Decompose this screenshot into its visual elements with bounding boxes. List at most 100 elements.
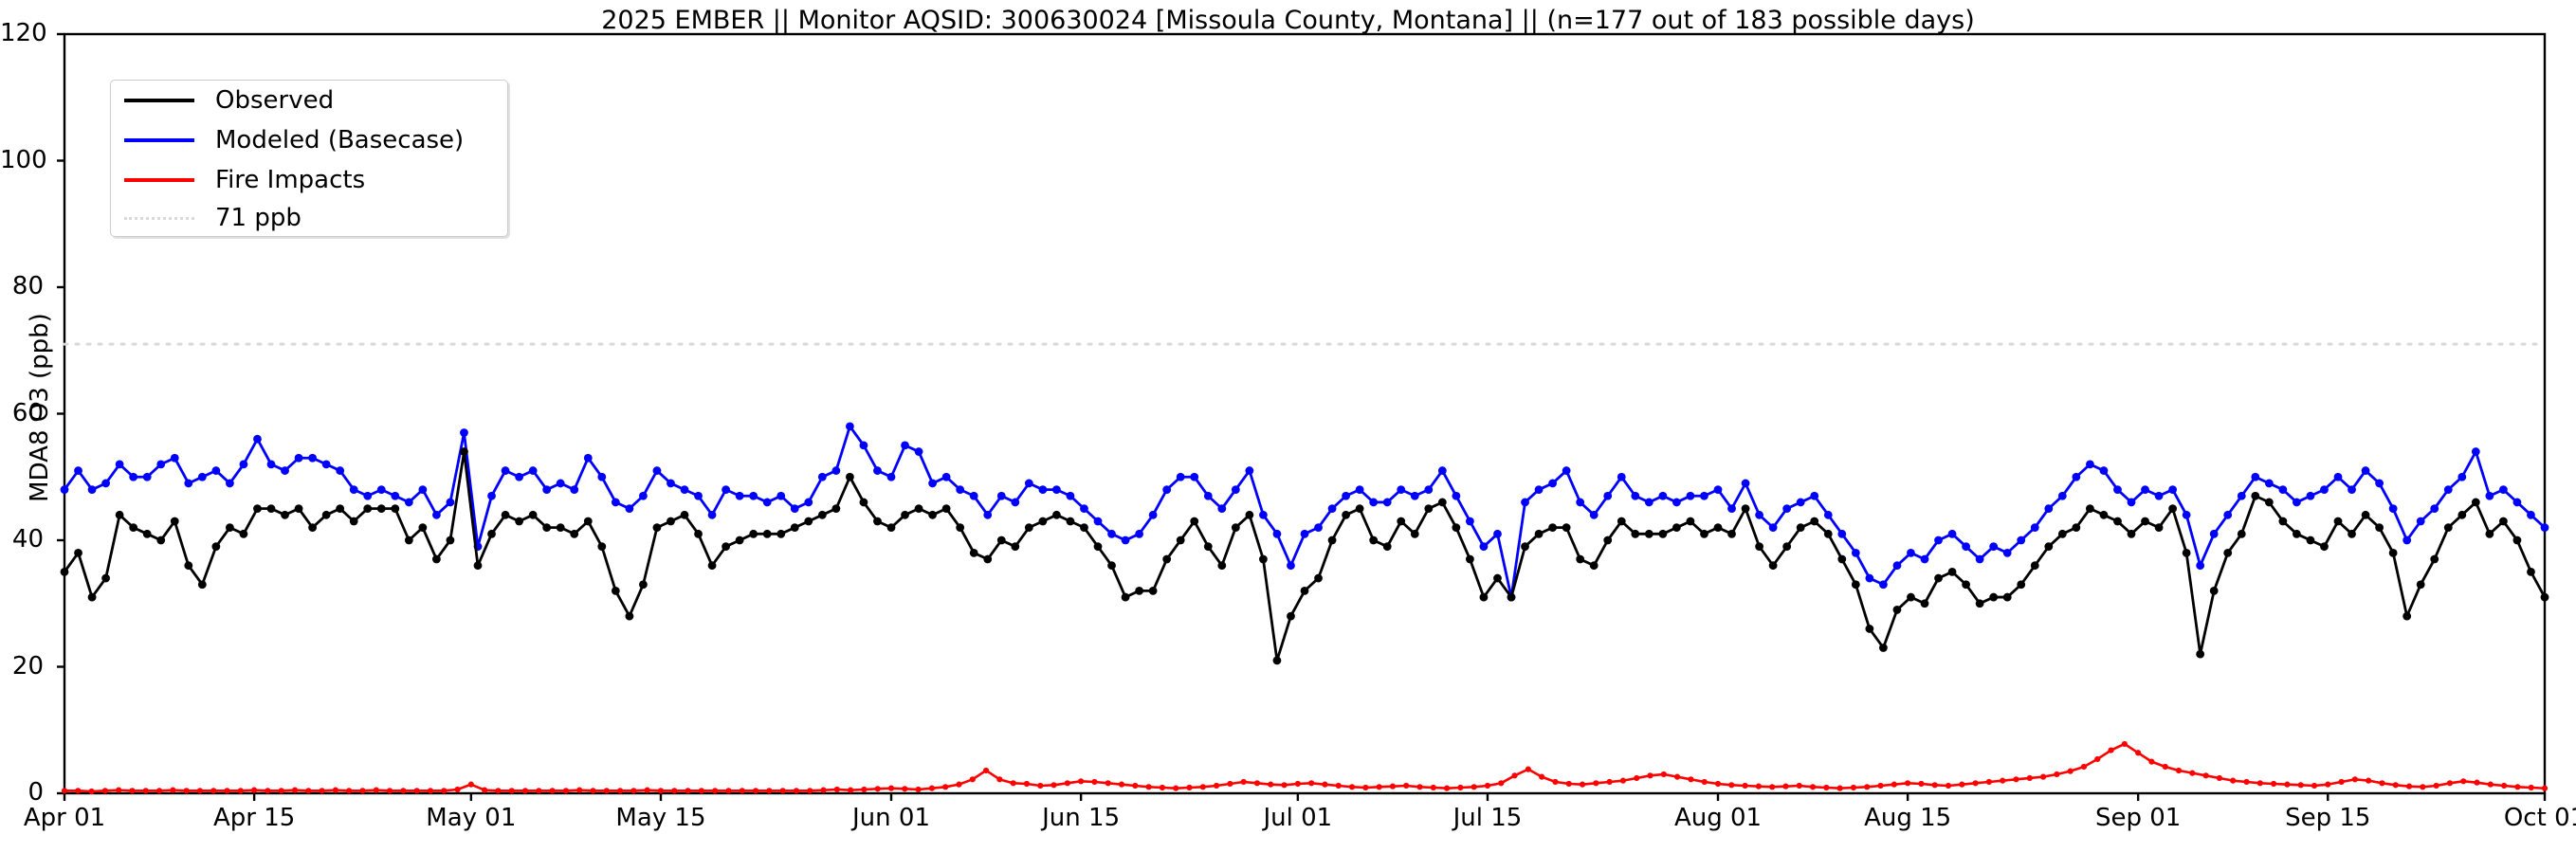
series-marker <box>386 788 393 794</box>
series-marker <box>749 529 758 538</box>
series-marker <box>2113 485 2122 494</box>
series-marker <box>1700 529 1708 538</box>
series-marker <box>1521 542 1529 552</box>
series-marker <box>2430 504 2439 514</box>
legend-item-fire: Fire Impacts <box>124 160 365 200</box>
series-marker <box>197 472 207 481</box>
series-marker <box>1437 466 1447 475</box>
series-marker <box>1064 780 1070 787</box>
series-marker <box>1121 592 1130 602</box>
series-marker <box>239 460 248 469</box>
series-marker <box>1644 529 1653 538</box>
series-marker <box>1562 466 1571 475</box>
series-marker <box>597 542 607 552</box>
series-marker <box>1728 782 1735 789</box>
series-marker <box>1217 561 1227 571</box>
series-marker <box>1080 504 1088 514</box>
chart-title: 2025 EMBER || Monitor AQSID: 300630024 [… <box>601 6 1975 35</box>
series-marker <box>1850 784 1857 791</box>
series-marker <box>1658 529 1668 538</box>
series-marker <box>2471 447 2480 456</box>
series-marker <box>1231 523 1240 533</box>
series-marker <box>454 786 461 793</box>
series-marker <box>294 453 303 463</box>
series-marker <box>1342 491 1350 500</box>
series-marker <box>1050 782 1057 789</box>
x-axis-tick-label: Sep 15 <box>2285 804 2371 832</box>
series-marker <box>2141 517 2149 526</box>
series-marker <box>2457 510 2467 519</box>
series-marker <box>1972 780 1979 787</box>
series-marker <box>1782 504 1792 514</box>
series-marker <box>495 788 502 794</box>
series-marker <box>196 788 204 794</box>
series-marker <box>1576 554 1585 564</box>
series-marker <box>1253 780 1261 787</box>
series-marker <box>766 788 773 794</box>
series-marker <box>1038 485 1048 494</box>
series-marker <box>2361 510 2370 519</box>
series-marker <box>1162 485 1172 494</box>
series-marker <box>467 781 474 788</box>
series-marker <box>2284 781 2291 788</box>
series-marker <box>2189 770 2196 776</box>
series-marker <box>625 504 634 514</box>
series-marker <box>291 787 299 793</box>
series-marker <box>1327 504 1337 514</box>
x-axis-tick-label: Sep 01 <box>2094 804 2182 832</box>
series-marker <box>2293 498 2301 507</box>
series-marker <box>2430 554 2439 564</box>
series-marker <box>749 491 758 500</box>
series-marker <box>1300 529 1309 538</box>
series-marker <box>1634 774 1640 782</box>
series-marker <box>2002 592 2012 602</box>
series-marker <box>1823 784 1830 791</box>
series-marker <box>1851 548 1860 557</box>
series-marker <box>2388 504 2398 514</box>
series-marker <box>639 491 648 500</box>
series-marker <box>1093 542 1103 552</box>
series-marker <box>404 498 413 507</box>
series-marker <box>376 504 386 514</box>
series-marker <box>1727 504 1736 514</box>
series-marker <box>2512 498 2522 507</box>
series-marker <box>2099 466 2109 475</box>
series-marker <box>1190 517 1199 526</box>
series-marker <box>2278 485 2288 494</box>
series-marker <box>1410 491 1419 500</box>
series-marker <box>446 498 455 507</box>
series-marker <box>886 472 896 481</box>
series-marker <box>1796 782 1802 789</box>
series-marker <box>942 784 949 790</box>
series-marker <box>1424 485 1434 494</box>
series-marker <box>226 479 234 488</box>
series-marker <box>528 466 538 475</box>
series-marker <box>1466 517 1474 526</box>
series-marker <box>1457 784 1464 791</box>
series-marker <box>60 485 69 494</box>
series-marker <box>652 523 662 533</box>
series-marker <box>1511 772 1518 779</box>
series-marker <box>1403 782 1410 789</box>
series-marker <box>1837 529 1847 538</box>
series-marker <box>101 788 108 794</box>
series-marker <box>1186 784 1193 791</box>
series-marker <box>1355 485 1364 494</box>
series-marker <box>1962 542 1971 552</box>
series-marker <box>1920 599 1929 608</box>
series-marker <box>336 504 345 514</box>
series-marker <box>1107 561 1116 571</box>
series-marker <box>170 517 179 526</box>
series-marker <box>1619 777 1627 784</box>
series-marker <box>2443 485 2453 494</box>
series-marker <box>1213 782 1220 789</box>
series-marker <box>482 787 488 793</box>
series-marker <box>1308 780 1315 787</box>
series-marker <box>983 554 993 564</box>
series-marker <box>1865 625 1874 633</box>
series-marker <box>874 786 881 792</box>
series-marker <box>501 466 510 475</box>
series-marker <box>237 788 244 794</box>
series-marker <box>2416 517 2425 526</box>
x-axis-tick-label: Aug 01 <box>1673 804 1763 832</box>
